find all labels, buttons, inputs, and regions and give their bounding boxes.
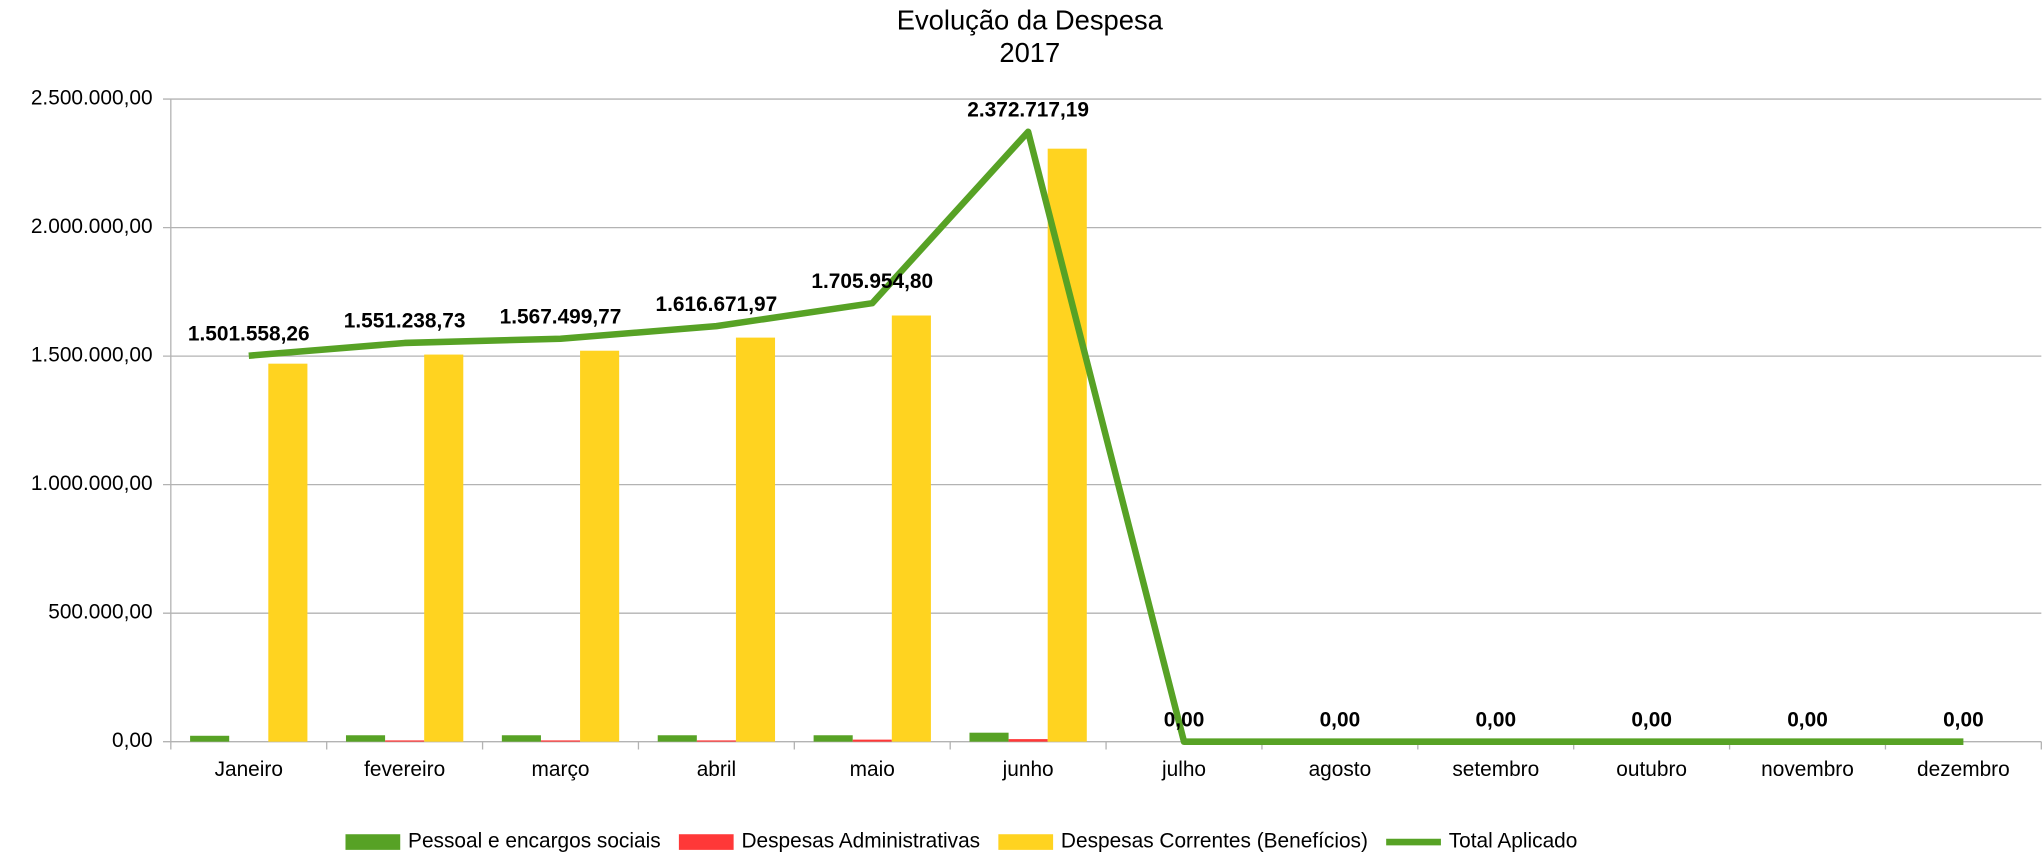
x-tick-label: abril [697,758,736,781]
x-tick-label: junho [1002,758,1054,781]
value-label: 0,00 [1943,708,1984,731]
legend-swatch [998,834,1054,850]
y-tick-label: 1.000.000,00 [31,472,153,495]
value-label: 0,00 [1320,708,1361,731]
value-label: 1.551.238,73 [344,310,466,333]
bar [268,363,308,742]
line [248,128,1964,745]
legend-label: Despesas Correntes (Benefícios) [1061,830,1368,853]
bar [969,732,1009,742]
x-tick-label: Janeiro [215,758,283,781]
chart-title: Evolução da Despesa [897,4,1164,35]
bar [735,337,776,742]
legend-label: Pessoal e encargos sociais [408,830,661,853]
bar [852,739,892,742]
x-tick-label: agosto [1309,758,1372,781]
legend-label: Despesas Administrativas [741,830,980,853]
value-label: 0,00 [1475,708,1516,731]
bar [580,350,620,742]
bar [1008,739,1048,742]
value-label: 0,00 [1631,708,1672,731]
bar [813,735,853,742]
bar [501,735,541,742]
x-tick-label: maio [850,758,895,781]
value-label: 1.567.499,77 [500,305,622,328]
value-label: 1.501.558,26 [188,322,310,345]
legend-swatch [678,834,734,850]
value-label: 1.616.671,97 [656,293,778,316]
x-tick-label: novembro [1761,758,1854,781]
bar [190,735,230,742]
x-tick-label: março [532,758,590,781]
bar [540,740,581,742]
y-tick-label: 500.000,00 [48,601,152,624]
x-tick-label: fevereiro [364,758,445,781]
bar [696,740,736,742]
bar [345,735,386,742]
x-tick-label: setembro [1452,758,1539,781]
bar [657,735,697,742]
legend-swatch [345,834,401,850]
bar [891,315,931,742]
value-label: 0,00 [1164,708,1205,731]
legend-label: Total Aplicado [1449,830,1578,853]
value-label: 2.372.717,19 [967,98,1089,121]
bar [1047,148,1087,742]
value-label: 1.705.954,80 [811,270,933,293]
chart-subtitle: 2017 [999,37,1060,68]
value-label: 0,00 [1787,708,1828,731]
bar [385,740,425,742]
bar [424,354,464,742]
x-tick-label: dezembro [1917,758,2010,781]
y-tick-label: 0,00 [112,729,153,752]
y-tick-label: 2.500.000,00 [31,87,153,110]
y-tick-label: 2.000.000,00 [31,215,153,238]
x-tick-label: outubro [1616,758,1687,781]
x-tick-label: julho [1161,758,1206,781]
y-tick-label: 1.500.000,00 [31,344,153,367]
